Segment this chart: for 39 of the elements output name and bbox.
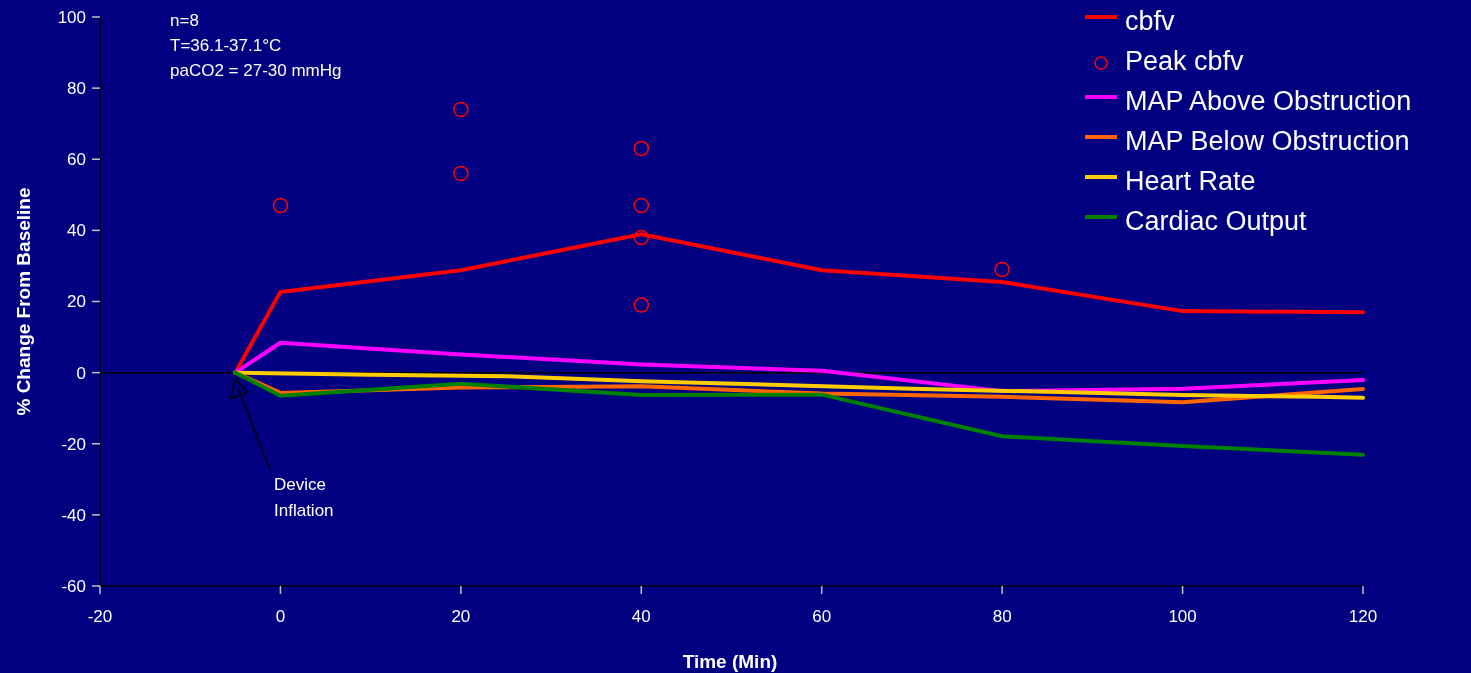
legend-label: cbfv [1125,6,1176,36]
legend-label: MAP Below Obstruction [1125,126,1410,156]
legend-label: Peak cbfv [1125,46,1245,76]
x-tick-label: 120 [1348,607,1378,626]
point [994,261,1010,278]
x-tick-label: 20 [451,607,471,626]
legend-label: Cardiac Output [1125,206,1308,236]
y-tick-label: 20 [67,292,86,312]
y-tick-label: 60 [67,150,86,170]
point [633,297,650,313]
point [453,165,469,182]
y-tick-label: -40 [61,505,86,525]
y-axis-title: % Change From Baseline [13,187,34,416]
y-tick-label: 0 [76,363,86,383]
legend-label: Heart Rate [1125,166,1256,196]
point [453,101,469,118]
point [633,197,650,214]
annotation: n=8 [170,11,199,30]
y-tick-label: 100 [57,7,86,27]
y-tick-label: 80 [67,79,86,99]
x-tick-label: -20 [87,607,113,626]
x-tick-label: 40 [631,607,651,626]
annotation: T=36.1-37.1°C [170,36,282,55]
annotation: Device Inflation [274,475,334,520]
point [272,197,289,214]
x-tick-label: 80 [992,607,1012,626]
line-series [233,340,1365,394]
x-axis-title: Time (Min) [682,651,778,672]
point [633,140,650,157]
x-tick-label: 60 [812,607,832,626]
y-tick-label: -60 [61,576,86,596]
x-tick-label: 0 [275,607,286,626]
annotation: paCO2 = 27-30 mmHg [170,61,342,80]
x-tick-label: 100 [1168,607,1197,626]
y-tick-label: 40 [67,221,86,241]
y-tick-label: -20 [61,434,86,454]
line-series [233,370,1365,457]
legend-label: MAP Above Obstruction [1125,86,1412,116]
point [633,229,650,246]
